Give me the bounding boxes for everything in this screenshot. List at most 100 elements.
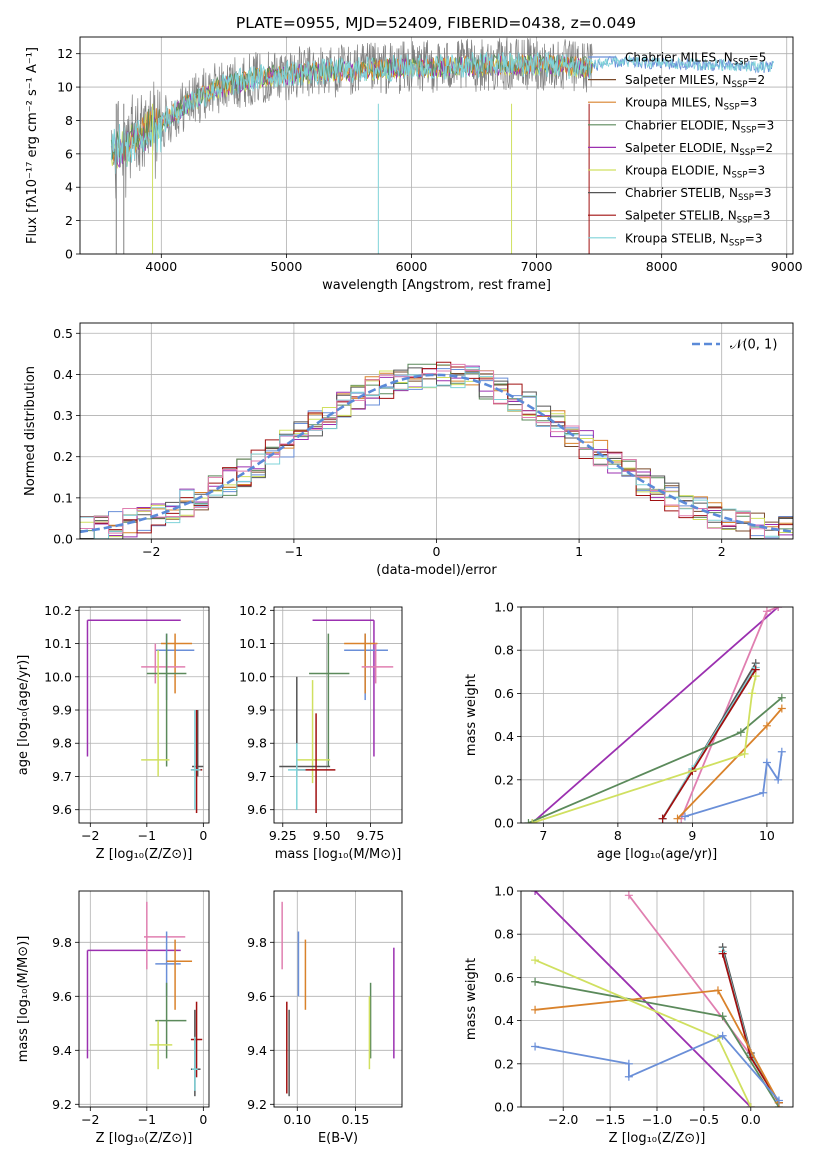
marker-kroupa_elodie <box>751 672 760 681</box>
y-ticks: 9.6 9.7 9.8 9.9 10.0 10.1 10.2 <box>44 603 79 817</box>
x-axis-label: (data-model)/error <box>376 563 497 578</box>
x-tick-label: 0.15 <box>342 1112 370 1127</box>
x-tick-label: 9.50 <box>313 828 341 843</box>
y-tick-label: 9.8 <box>52 736 72 751</box>
y-ticks: 9.2 9.4 9.6 9.8 <box>247 935 274 1112</box>
x-axis-label: wavelength [Angstrom, rest frame] <box>322 278 551 293</box>
series-kroupa_elodie <box>534 959 752 1107</box>
y-axis-label: age [log₁₀(age/yr)] <box>16 655 31 776</box>
x-tick-label: −0.5 <box>689 1112 719 1127</box>
x-ticks: −2.0 −1.5 −1.0 −0.5 0.0 <box>548 1107 761 1127</box>
plot-age_vs_Z: −2 −1 0 9.6 9.7 9.8 9.9 10.0 10.1 10.2 Z [log₁₀(Z/… <box>16 603 210 862</box>
x-ticks: −2 −1 0 <box>81 823 207 843</box>
x-tick-label: −2 <box>81 828 99 843</box>
plot-age_vs_mass: 9.25 9.50 9.75 9.6 9.7 9.8 9.9 10.0 10.1 10.2 mass… <box>239 603 403 862</box>
y-tick-label: 0.0 <box>494 816 514 831</box>
plot-massweight_vs_Z: −2.0 −1.5 −1.0 −0.5 0.0 0.0 0.2 0.4 0.6 0.8 1.0 Z [… <box>464 884 794 1146</box>
marker-chabrier_elodie <box>736 728 745 737</box>
marker-chabrier_miles <box>624 1059 633 1068</box>
x-tick-label: 9 <box>688 828 696 843</box>
marker-chabrier_miles <box>759 788 768 797</box>
y-tick-label: 0.4 <box>494 1013 514 1028</box>
y-tick-label: 6 <box>65 146 73 161</box>
y-tick-label: 1.0 <box>494 600 514 615</box>
grid <box>80 323 793 540</box>
axes-frame <box>520 890 794 1108</box>
marker-kroupa_miles <box>762 721 771 730</box>
x-tick-label: −2.0 <box>548 1112 578 1127</box>
x-axis-label: Z [log₁₀(Z/Z⊙)] <box>96 1131 193 1146</box>
axes-frame <box>78 606 210 824</box>
plot-area <box>86 619 204 814</box>
x-tick-label: 5000 <box>270 259 302 274</box>
x-axis-label: Z [log₁₀(Z/Z⊙)] <box>96 847 193 862</box>
x-tick-label: −2 <box>142 544 160 559</box>
plot-area <box>110 37 775 254</box>
y-tick-label: 0.3 <box>53 408 73 423</box>
y-ticks: 0.0 0.2 0.4 0.6 0.8 1.0 <box>494 600 521 831</box>
x-ticks: 9.25 9.50 9.75 <box>269 823 384 843</box>
plot-area <box>80 361 793 539</box>
histogram-pink <box>80 363 793 539</box>
y-tick-label: 9.8 <box>52 935 72 950</box>
grid <box>274 607 402 823</box>
legend-entry-chabrier_elodie: Chabrier ELODIE, NSSP=3 <box>625 118 774 135</box>
plot-area <box>531 891 783 1107</box>
legend-entry-kroupa_elodie: Kroupa ELODIE, NSSP=3 <box>625 164 765 181</box>
x-tick-label: 0 <box>199 1112 207 1127</box>
x-tick-label: 4000 <box>145 259 177 274</box>
normal-curve <box>80 373 793 534</box>
marker-kroupa_miles <box>713 986 722 995</box>
marker-pink <box>774 607 783 611</box>
marker-pink <box>762 607 771 616</box>
y-ticks: 0 2 4 6 8 10 12 <box>57 46 80 262</box>
marker-chabrier_miles <box>774 1096 783 1105</box>
x-tick-label: 0 <box>199 828 207 843</box>
grid <box>521 606 793 824</box>
x-tick-label: −1 <box>285 544 303 559</box>
x-tick-label: 2 <box>718 544 726 559</box>
grid <box>274 891 402 1107</box>
marker-chabrier_miles <box>531 1042 540 1051</box>
y-tick-label: 0.2 <box>53 449 73 464</box>
model-spectrum-kroupa_stelib <box>110 51 593 174</box>
marker-kroupa_miles <box>777 704 786 713</box>
x-axis-label: E(B-V) <box>318 1131 358 1146</box>
y-tick-label: 10.1 <box>239 636 267 651</box>
marker-salpeter_stelib <box>718 949 727 958</box>
x-tick-label: −1.0 <box>642 1112 672 1127</box>
plots-layer: 4000 5000 6000 7000 8000 9000024681012wavelen… <box>16 36 803 1146</box>
marker-chabrier_miles <box>718 1031 727 1040</box>
y-tick-label: 10.2 <box>239 603 267 618</box>
legend: 𝒩(0, 1) <box>692 338 777 353</box>
x-ticks: −2 −1 0 <box>81 1107 207 1127</box>
y-tick-label: 9.7 <box>247 769 267 784</box>
marker-kroupa_elodie <box>748 689 757 698</box>
y-axis-label: mass [log₁₀(M/M⊙)] <box>16 936 31 1063</box>
legend-entry-salpeter_elodie: Salpeter ELODIE, NSSP=2 <box>625 141 773 158</box>
y-tick-label: 0 <box>65 247 73 262</box>
y-tick-label: 0.0 <box>494 1100 514 1115</box>
marker-kroupa_elodie <box>528 819 537 823</box>
y-tick-label: 0.8 <box>494 643 514 658</box>
axes-frame <box>520 606 794 824</box>
marker-chabrier_elodie <box>718 1012 727 1021</box>
x-ticks: 0.10 0.15 <box>283 1107 369 1127</box>
marker-chabrier_miles <box>774 775 783 784</box>
y-tick-label: 4 <box>65 180 73 195</box>
y-tick-label: 0.8 <box>494 927 514 942</box>
plot-spectrum: 4000 5000 6000 7000 8000 9000 0 2 4 6 8 10 12 wavelen… <box>25 36 803 293</box>
legend-entry-salpeter_miles: Salpeter MILES, NSSP=2 <box>625 73 765 90</box>
axes-frame <box>79 36 794 255</box>
y-tick-label: 0.6 <box>494 686 514 701</box>
y-tick-label: 9.2 <box>52 1097 72 1112</box>
grid <box>79 607 209 823</box>
y-tick-label: 9.9 <box>247 703 267 718</box>
y-tick-label: 0.4 <box>494 729 514 744</box>
x-tick-label: 1 <box>575 544 583 559</box>
y-ticks: 0.0 0.1 0.2 0.3 0.4 0.5 <box>53 326 80 547</box>
x-tick-label: 8 <box>614 828 622 843</box>
x-tick-label: 0.0 <box>741 1112 761 1127</box>
histogram-salpeter_stelib <box>80 361 793 539</box>
y-tick-label: 10.1 <box>44 636 72 651</box>
